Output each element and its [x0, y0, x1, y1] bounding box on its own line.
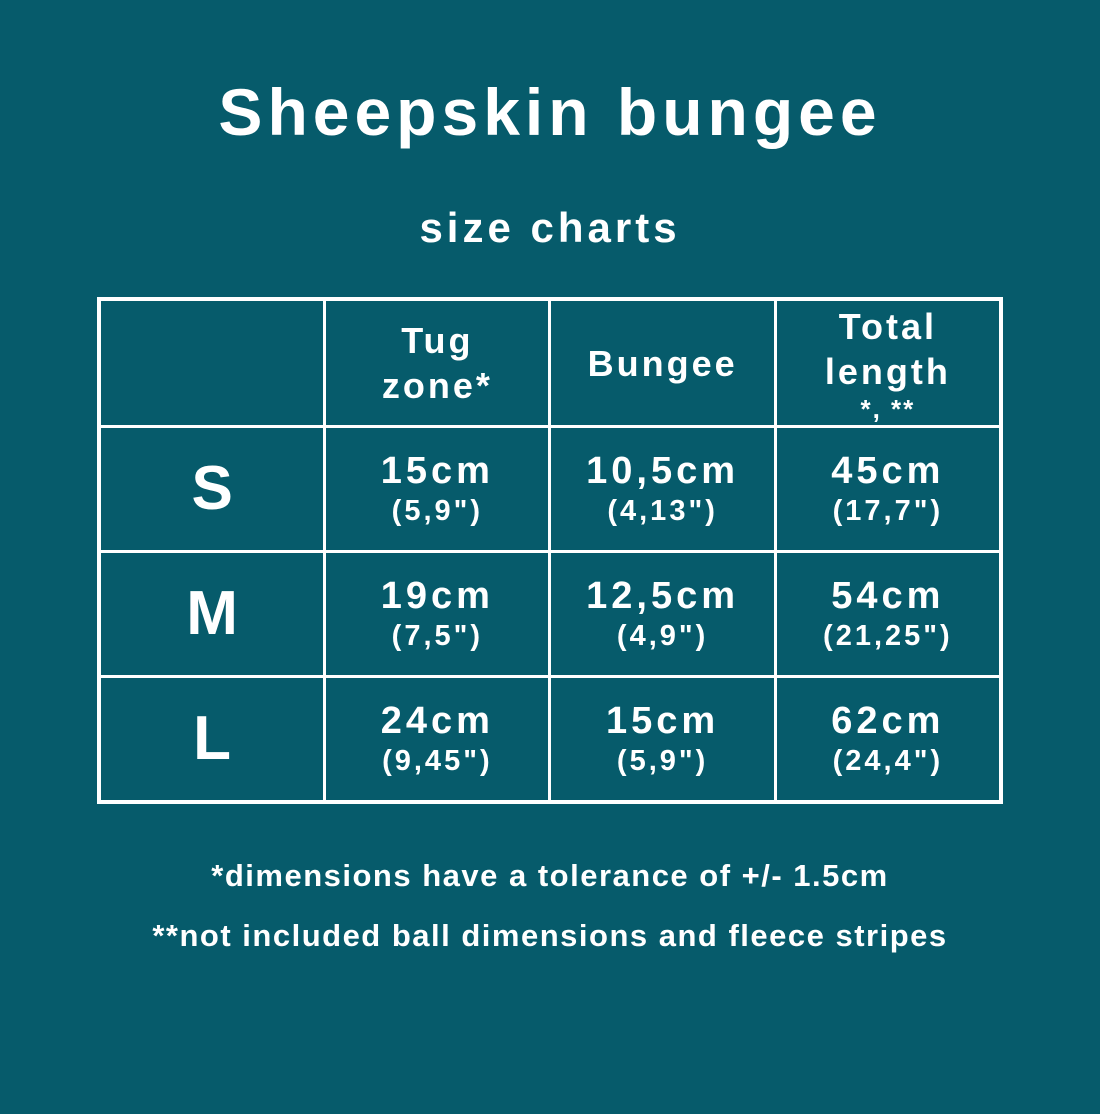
cell-l-bungee: 15cm (5,9") — [548, 675, 777, 804]
value-cm: 10,5cm — [586, 449, 740, 492]
footnote-not-included: **not included ball dimensions and fleec… — [152, 917, 948, 953]
cell-m-tug-zone: 19cm (7,5") — [323, 550, 552, 679]
cell-s-total-length: 45cm (17,7") — [773, 425, 1003, 554]
size-letter-l: L — [193, 704, 232, 774]
value-inches: (17,7") — [832, 495, 944, 528]
size-label-cell: S — [97, 425, 327, 554]
page-title: Sheepskin bungee — [218, 75, 882, 149]
table-row-size-l: L 24cm (9,45") 15cm (5,9") 62cm (24,4") — [97, 675, 1003, 804]
column-header-tug-zone: Tug zone* — [323, 297, 552, 429]
cell-l-tug-zone: 24cm (9,45") — [323, 675, 552, 804]
cell-s-bungee: 10,5cm (4,13") — [548, 425, 777, 554]
value-inches: (4,13") — [607, 495, 718, 528]
value-cm: 19cm — [380, 574, 494, 617]
total-length-header-label: Total length — [824, 306, 951, 393]
corner-cell — [97, 297, 327, 429]
value-inches: (5,9") — [391, 495, 484, 528]
table-row-size-s: S 15cm (5,9") 10,5cm (4,13") 45cm (17,7") — [97, 425, 1003, 554]
total-length-header-note: *, ** — [860, 394, 916, 425]
tug-zone-header-label: Tug zone* — [381, 320, 493, 407]
value-inches: (4,9") — [616, 620, 709, 653]
value-inches: (9,45") — [382, 745, 493, 778]
cell-m-total-length: 54cm (21,25") — [773, 550, 1003, 679]
header-row: Tug zone* Bungee Total length *, ** — [97, 297, 1003, 429]
value-cm: 15cm — [606, 699, 720, 742]
value-cm: 45cm — [831, 449, 945, 492]
bungee-header-label: Bungee — [587, 342, 738, 384]
value-inches: (24,4") — [832, 745, 944, 778]
value-cm: 54cm — [831, 574, 945, 617]
cell-l-total-length: 62cm (24,4") — [773, 675, 1003, 804]
value-inches: (7,5") — [391, 620, 484, 653]
size-letter-s: S — [191, 454, 233, 524]
table-row-size-m: M 19cm (7,5") 12,5cm (4,9") 54cm (21,25") — [97, 550, 1003, 679]
size-label-cell: L — [97, 675, 327, 804]
column-header-bungee: Bungee — [548, 297, 777, 429]
page-subtitle: size charts — [419, 203, 681, 251]
footnote-tolerance: *dimensions have a tolerance of +/- 1.5c… — [211, 857, 889, 893]
value-cm: 15cm — [380, 449, 494, 492]
size-chart-table: Tug zone* Bungee Total length *, ** S 15c… — [97, 296, 1003, 804]
size-letter-m: M — [186, 579, 238, 649]
size-label-cell: M — [97, 550, 327, 679]
value-cm: 24cm — [380, 699, 494, 742]
value-inches: (21,25") — [823, 620, 953, 653]
value-cm: 62cm — [831, 699, 945, 742]
footnotes-block: *dimensions have a tolerance of +/- 1.5c… — [0, 846, 1100, 966]
cell-s-tug-zone: 15cm (5,9") — [323, 425, 552, 554]
cell-m-bungee: 12,5cm (4,9") — [548, 550, 777, 679]
value-cm: 12,5cm — [586, 574, 740, 617]
column-header-total-length: Total length *, ** — [773, 297, 1003, 429]
value-inches: (5,9") — [616, 745, 709, 778]
